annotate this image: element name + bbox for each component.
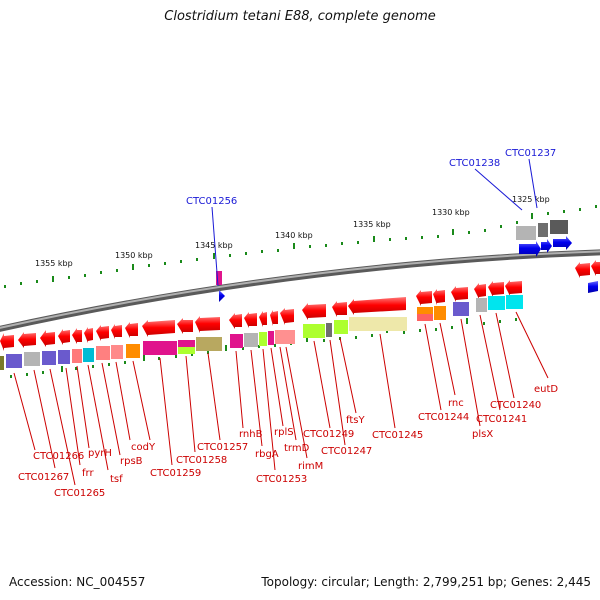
label-rpls: rplS bbox=[274, 427, 294, 438]
kbp-label-1350: 1350 kbp bbox=[115, 251, 153, 260]
label-frr: frr bbox=[82, 468, 94, 479]
label-rbga: rbgA bbox=[255, 449, 279, 460]
label-ctc01238: CTC01238 bbox=[449, 158, 500, 169]
label-pyrh: pyrH bbox=[88, 448, 112, 459]
label-tsf: tsf bbox=[110, 474, 123, 485]
label-rpsb: rpsB bbox=[120, 456, 143, 467]
label-eutd: eutD bbox=[534, 384, 558, 395]
label-cody: codY bbox=[131, 442, 156, 453]
label-ctc01249: CTC01249 bbox=[303, 429, 354, 440]
label-trmd: trmD bbox=[284, 443, 310, 454]
kbp-labels: 1355 kbp 1350 kbp 1345 kbp 1340 kbp 1335… bbox=[35, 195, 550, 268]
label-ctc01256: CTC01256 bbox=[186, 196, 237, 207]
reverse-strand-genes bbox=[0, 260, 600, 351]
label-ctc01267: CTC01267 bbox=[18, 472, 69, 483]
kbp-label-1345: 1345 kbp bbox=[195, 241, 233, 250]
genome-backbone bbox=[0, 249, 600, 332]
label-ctc01253: CTC01253 bbox=[256, 474, 307, 485]
label-ctc01265: CTC01265 bbox=[54, 488, 105, 499]
label-ctc01237: CTC01237 bbox=[505, 148, 556, 159]
outer-scale-ticks bbox=[4, 205, 597, 288]
kbp-label-1340: 1340 kbp bbox=[275, 231, 313, 240]
genome-title: Clostridium tetani E88, complete genome bbox=[164, 9, 436, 24]
label-ctc01240: CTC01240 bbox=[490, 400, 541, 411]
label-plsx: plsX bbox=[472, 429, 493, 440]
red-gene-labels: CTC01266 CTC01267 CTC01265 frr pyrH tsf … bbox=[18, 384, 558, 499]
blue-leader-lines bbox=[211, 158, 538, 287]
red-leader-lines bbox=[13, 311, 549, 486]
forward-strand-genes bbox=[216, 220, 598, 302]
label-rnc: rnc bbox=[448, 398, 464, 409]
label-ctc01241: CTC01241 bbox=[476, 414, 527, 425]
label-ctc01247: CTC01247 bbox=[321, 446, 372, 457]
label-rnhb: rnhB bbox=[239, 429, 263, 440]
label-ctc01244: CTC01244 bbox=[418, 412, 469, 423]
label-ctc01259: CTC01259 bbox=[150, 468, 201, 479]
label-ctc01257: CTC01257 bbox=[197, 442, 248, 453]
blue-gene-labels: CTC01256 CTC01238 CTC01237 bbox=[186, 148, 556, 207]
cog-color-boxes bbox=[0, 295, 523, 370]
kbp-label-1330: 1330 kbp bbox=[432, 208, 470, 217]
label-rimm: rimM bbox=[298, 461, 323, 472]
label-ftsy: ftsY bbox=[346, 415, 365, 426]
label-ctc01245: CTC01245 bbox=[372, 430, 423, 441]
genome-summary-text: Topology: circular; Length: 2,799,251 bp… bbox=[261, 575, 591, 589]
label-ctc01266: CTC01266 bbox=[33, 451, 84, 462]
label-ctc01258: CTC01258 bbox=[176, 455, 227, 466]
kbp-label-1355: 1355 kbp bbox=[35, 259, 73, 268]
kbp-label-1335: 1335 kbp bbox=[353, 220, 391, 229]
kbp-label-1325: 1325 kbp bbox=[512, 195, 550, 204]
accession-text: Accession: NC_004557 bbox=[9, 575, 146, 589]
